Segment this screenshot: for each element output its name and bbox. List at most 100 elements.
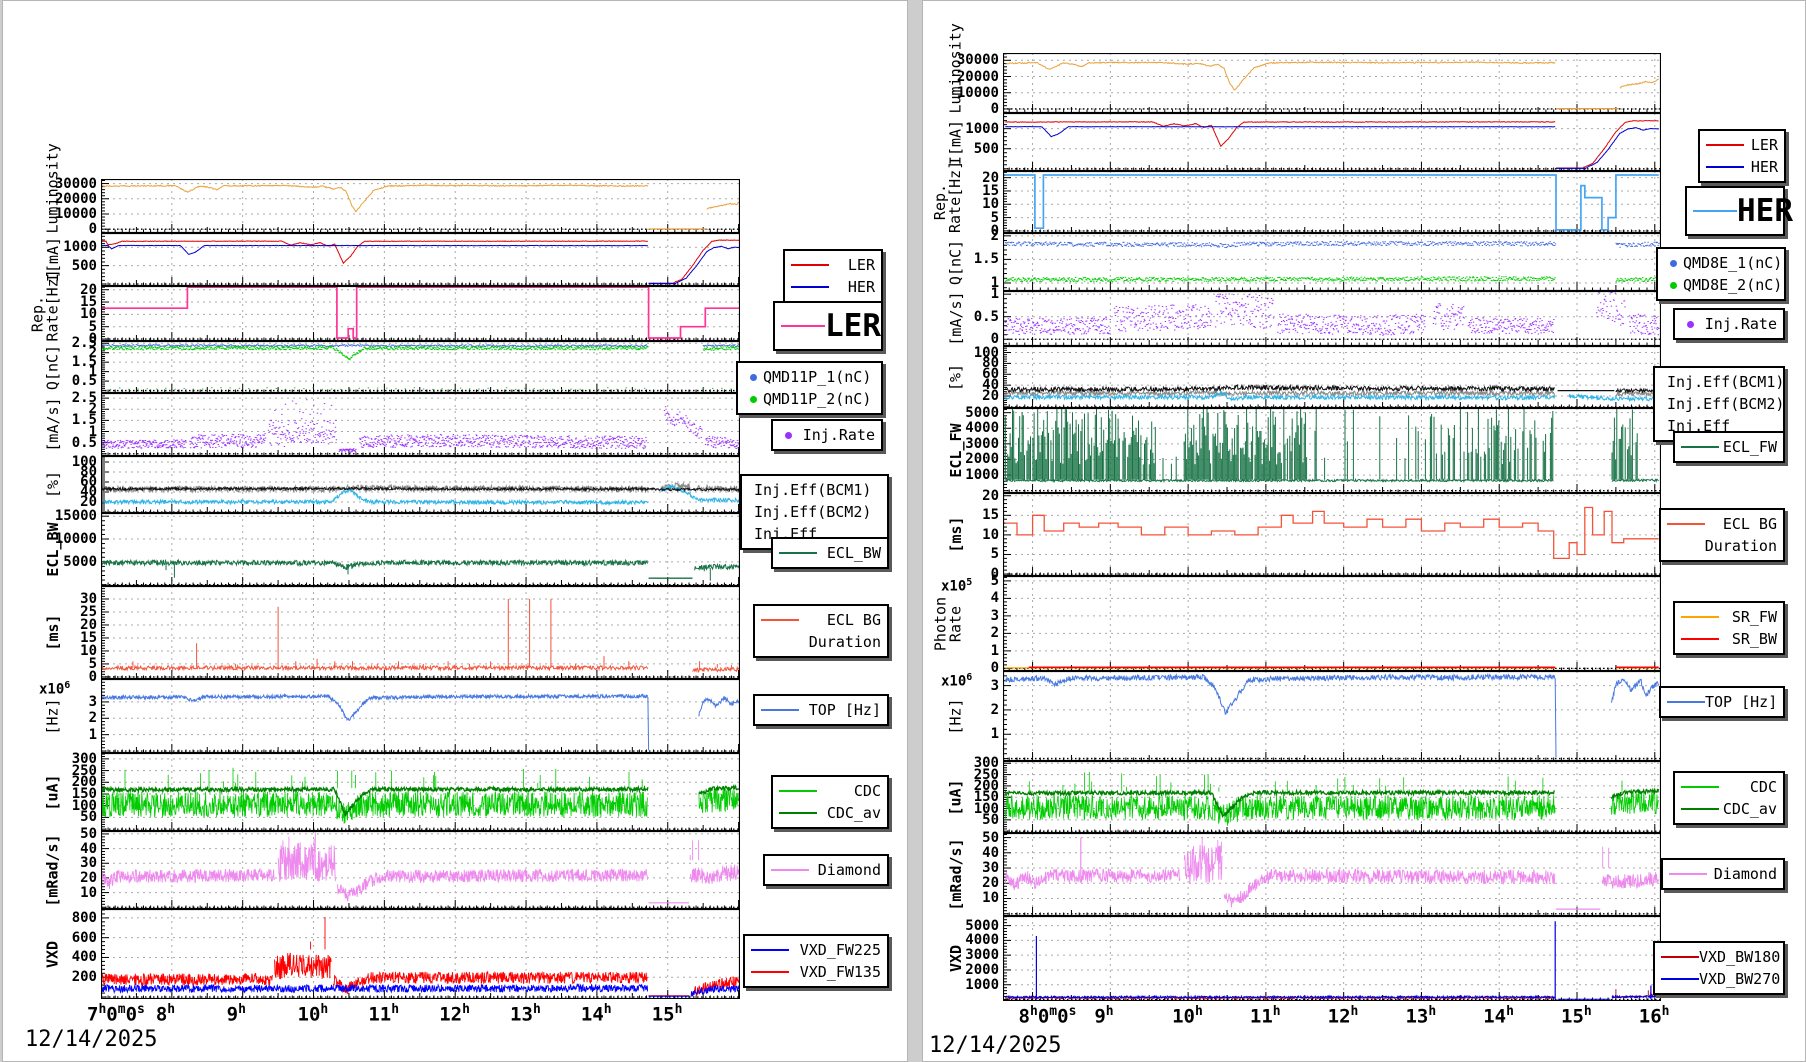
y-tick-label: 2 [88,401,97,418]
legend-label: VXD_BW270 [1699,970,1781,988]
plot-photon-rate [1003,576,1661,671]
x-tick-label: 11h [368,1002,400,1026]
legend-label: TOP [Hz] [808,701,881,719]
legend-item: ECL_FW [1681,436,1777,458]
legend-label: Inj.Eff(BCM1) [754,481,872,499]
y-tick-label: 20 [80,281,97,298]
y-tick-label: 40 [982,377,999,394]
date-label: 12/14/2025 [25,1027,158,1052]
legend-item: VXD_FW135 [751,961,881,983]
x-tick-label: 9h [226,1002,246,1026]
x-tick-label: 15h [651,1002,683,1026]
x-tick-label: 13h [510,1002,541,1026]
legend-label: LER [1750,136,1778,154]
axis-label-luminosity: Luminosity [43,142,62,233]
plot-- [1003,346,1661,408]
y-tick-label: 400 [71,949,97,966]
y-tick-label: 1 [990,726,999,743]
legend-box: ECL BG Duration [1659,508,1785,562]
plot--ms- [101,586,740,679]
y-tick-label: 60 [80,474,97,490]
legend-box: LER HER [783,249,883,303]
y-tick-label: 20 [982,169,999,186]
legend-label: ECL BG [1722,515,1777,533]
legend-item: Inj.Rate [1681,313,1777,335]
axis-label-rep-rate-hz-: Rep. Rate[Hz] [931,160,964,233]
y-tick-label: 0.5 [71,373,97,390]
legend-line-swatch [779,812,817,814]
legend-label: HER [1750,158,1778,176]
y-tick-label: 100 [71,454,97,470]
y-tick-label: 800 [71,909,97,926]
legend-line-swatch [771,869,809,871]
y-tick-label: 2000 [965,451,999,468]
legend-label: CDC [853,782,881,800]
y-tick-label: 0 [88,221,97,238]
y-tick-label: 80 [982,355,999,372]
y-tick-label: 200 [71,969,97,986]
y-tick-label: 200 [973,777,999,794]
legend-item: ECL BG [1667,513,1777,535]
legend-label: Inj.Rate [802,426,875,444]
x-tick-label: 7h0m0s [87,1002,145,1026]
y-tick-label: 600 [71,929,97,946]
legend-item: CDC [779,780,881,802]
y-tick-label: 30 [80,855,97,872]
x-tick-label: 12h [1327,1004,1359,1028]
legend-label: ECL_BW [826,544,881,562]
legend-box: LER [773,301,883,351]
axis-label--ua-: [uA] [43,773,62,811]
legend-dot-swatch [1687,320,1694,328]
y-tick-label: 20000 [956,68,999,85]
y-tick-label: 20 [982,487,999,504]
legend-label: LER [825,308,881,344]
y-tick-label: 500 [71,257,97,274]
axis-scale-label: x105 [941,577,973,595]
y-tick-label: 30000 [54,175,97,192]
y-tick-label: 250 [973,766,999,783]
legend-item: CDC_av [779,802,881,824]
y-tick-label: 500 [973,140,999,157]
legend-item: QMD11P_2(nC) [744,388,875,410]
y-tick-label: 100 [973,344,999,361]
legend-item: Diamond [771,859,881,881]
legend-label: Inj.Eff(BCM2) [754,503,872,521]
legend-box: TOP [Hz] [1659,686,1785,718]
axis-label-rep-rate-hz-: Rep. Rate[Hz] [28,268,61,341]
axis-label-luminosity: Luminosity [946,22,965,113]
legend-item: Inj.Rate [779,424,875,446]
y-tick-label: 5000 [63,553,97,570]
legend-box: VXD_BW180 VXD_BW270 [1653,941,1785,995]
plot--hz- [101,679,740,753]
x-tick-label: 13h [1405,1004,1437,1028]
legend-line-swatch [751,971,789,973]
legend-line-swatch [1681,808,1719,810]
axis-label--mrad-s-: [mRad/s] [946,838,965,911]
y-tick-label: 20 [982,875,999,892]
plot-i-ma- [1003,113,1661,171]
legend-item: Inj.Eff(BCM1) [748,479,881,501]
y-tick-label: 2 [990,701,999,718]
y-tick-label: 0 [990,566,999,583]
legend-label: ECL_FW [1722,438,1777,456]
plot-vxd [1003,916,1661,1001]
legend-line-swatch [1706,144,1744,146]
y-tick-label: 5 [990,209,999,226]
legend-label: VXD_FW135 [799,963,881,981]
y-tick-label: 10 [80,642,97,659]
x-tick-label: 14h [1483,1004,1514,1028]
legend-item: SR_BW [1681,628,1777,650]
y-tick-label: 10 [80,306,97,323]
x-tick-label: 9h [1094,1004,1114,1028]
legend-item: VXD_BW270 [1661,968,1781,990]
axis-label--ua-: [uA] [946,778,965,816]
legend-item: ECL_BW [779,542,881,564]
legend-label: CDC_av [1722,800,1777,818]
legend-label: CDC_av [826,804,881,822]
y-tick-label: 1000 [965,467,999,484]
plot-i-ma- [101,233,740,286]
y-tick-label: 10 [982,526,999,543]
y-tick-label: 4000 [965,932,999,949]
legend-line-swatch [791,286,829,288]
legend-box: ECL BG Duration [753,604,889,658]
